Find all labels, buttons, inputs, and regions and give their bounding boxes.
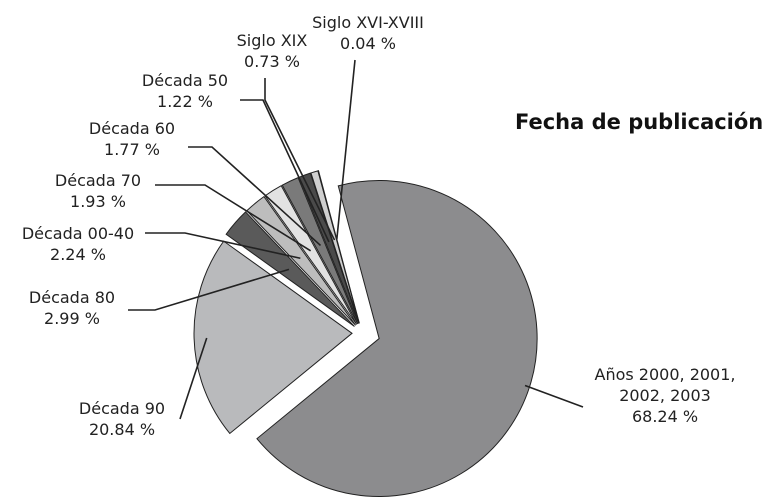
leader-line: [264, 78, 336, 241]
leader-line: [179, 337, 208, 420]
value-label: 1.22 %: [157, 92, 213, 111]
category-label: Años 2000, 2001, 2002, 2003: [594, 365, 736, 405]
value-label: 0.73 %: [244, 52, 300, 71]
value-label: 2.99 %: [44, 309, 100, 328]
slice-label: Siglo XVI-XVIII 0.04 %: [312, 12, 424, 54]
category-label: Siglo XVI-XVIII: [312, 13, 424, 32]
value-label: 2.24 %: [50, 245, 106, 264]
category-label: Década 00-40: [21, 224, 135, 243]
pie-slice: [193, 240, 353, 435]
slice-label: Siglo XIX 0.73 %: [237, 30, 308, 72]
value-label: 0.04 %: [340, 34, 396, 53]
leader-line: [240, 99, 330, 243]
leader-line: [524, 384, 584, 408]
slice-label: Década 90 20.84 %: [79, 398, 165, 440]
slice-label: Década 60 1.77 %: [89, 118, 175, 160]
pie-slice: [225, 211, 355, 327]
leader-line: [155, 184, 312, 252]
category-label: Década 90: [78, 399, 166, 418]
value-label: 20.84 %: [88, 420, 156, 439]
slice-label: Década 80 2.99 %: [29, 287, 115, 329]
value-label: 1.93 %: [70, 192, 126, 211]
value-label: 1.77 %: [104, 140, 160, 159]
chart-title: Fecha de publicación: [515, 110, 764, 134]
pie-slice: [317, 170, 360, 324]
category-label: Década 70: [54, 171, 142, 190]
slice-label: Década 70 1.93 %: [55, 170, 141, 212]
leader-line: [128, 268, 290, 311]
category-label: Década 80: [28, 288, 116, 307]
leader-line: [336, 59, 356, 240]
slice-label: Década 00-40 2.24 %: [22, 223, 134, 265]
category-label: Década 50: [141, 71, 229, 90]
category-label: Siglo XIX: [236, 31, 308, 50]
slice-label: Década 50 1.22 %: [142, 70, 228, 112]
pie-slice: [281, 176, 359, 325]
leader-line: [188, 146, 322, 247]
category-label: Década 60: [88, 119, 176, 138]
slice-label: Años 2000, 2001, 2002, 2003 68.24 %: [583, 364, 748, 427]
leader-line: [145, 232, 301, 260]
value-label: 68.24 %: [631, 407, 699, 426]
